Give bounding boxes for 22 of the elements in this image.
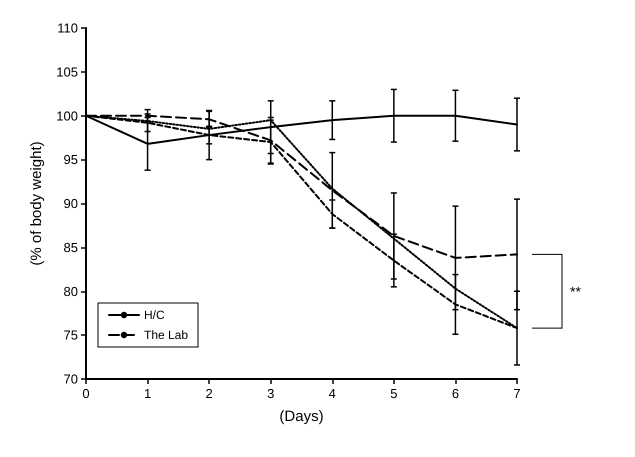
x-tick-label: 3 bbox=[267, 386, 274, 401]
y-tick-label: 110 bbox=[57, 20, 78, 36]
y-tick-label: 70 bbox=[64, 372, 78, 386]
y-axis-title: (% of body weight) bbox=[28, 141, 45, 266]
x-tick-label: 5 bbox=[390, 386, 398, 401]
x-tick-label: 7 bbox=[513, 386, 521, 401]
y-tick-label: 80 bbox=[64, 284, 78, 299]
x-tick-label: 1 bbox=[144, 386, 152, 401]
y-tick-label: 95 bbox=[64, 152, 78, 168]
y-tick-label: 100 bbox=[56, 108, 78, 124]
y-tick-label: 75 bbox=[64, 328, 78, 343]
x-tick-label: 0 bbox=[82, 386, 90, 401]
x-tick-label: 2 bbox=[206, 386, 213, 401]
x-tick-label: 4 bbox=[328, 386, 336, 401]
legend-label: The Lab bbox=[144, 328, 188, 342]
y-tick-label: 90 bbox=[64, 196, 78, 211]
y-tick-label: 85 bbox=[64, 240, 78, 255]
legend-label: H/C bbox=[144, 308, 165, 322]
y-tick-label: 105 bbox=[56, 64, 78, 80]
x-axis-title: (Days) bbox=[279, 408, 324, 425]
text: ** bbox=[570, 283, 582, 300]
x-tick-label: 6 bbox=[452, 386, 460, 401]
